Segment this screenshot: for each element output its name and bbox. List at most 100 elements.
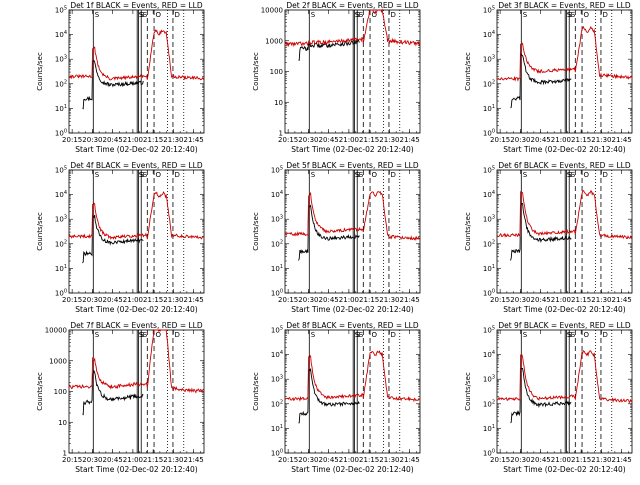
event-marker-label: D	[174, 171, 179, 179]
event-marker-label: D	[174, 11, 179, 19]
events-series-black	[82, 369, 144, 416]
panel-title: Det 2f BLACK = Events, RED = LLD	[286, 1, 419, 10]
x-tick-label: 21:15	[143, 456, 163, 464]
x-tick-label: 21:00	[551, 296, 571, 304]
event-marker-label: D	[602, 11, 607, 19]
y-tick-label: 100	[483, 289, 495, 298]
event-marker-label: O	[372, 11, 378, 19]
x-tick-label: 21:30	[379, 296, 399, 304]
x-tick-label: 20:15	[490, 136, 510, 144]
x-axis-label: Start Time (02-Dec-02 20:12:40)	[291, 305, 413, 314]
events-series-black	[82, 213, 144, 264]
event-marker-label: D	[602, 171, 607, 179]
plot-frame	[68, 169, 205, 294]
y-tick-label: 102	[483, 79, 495, 88]
x-axis-label: Start Time (02-Dec-02 20:12:40)	[503, 145, 625, 154]
event-marker-label: S	[571, 171, 576, 179]
x-tick-label: 20:15	[278, 136, 298, 144]
y-tick-label: 105	[483, 326, 495, 335]
x-tick-label: 21:45	[612, 136, 632, 144]
y-tick-label: 100	[271, 449, 283, 458]
x-tick-label: 20:15	[278, 296, 298, 304]
event-marker-label: O	[372, 171, 378, 179]
panel-title: Det 3f BLACK = Events, RED = LLD	[498, 1, 631, 10]
x-tick-label: 20:45	[531, 136, 551, 144]
x-tick-label: 20:15	[62, 296, 82, 304]
event-marker-label: S	[359, 171, 364, 179]
y-axis-label: Counts/sec	[252, 212, 260, 251]
y-tick-label: 103	[271, 215, 283, 224]
event-marker-label: S	[568, 171, 573, 179]
lld-series-red	[284, 8, 421, 48]
x-tick-label: 21:30	[163, 296, 183, 304]
event-marker-label: S	[143, 331, 148, 339]
event-marker-label: S	[568, 331, 573, 339]
x-tick-label: 21:45	[184, 296, 204, 304]
x-tick-label: 21:15	[571, 136, 591, 144]
plot-frame	[284, 329, 421, 454]
event-marker-label: O	[372, 331, 378, 339]
event-marker-label: S	[95, 11, 100, 19]
x-tick-label: 20:15	[62, 456, 82, 464]
x-tick-label: 20:45	[103, 136, 123, 144]
event-marker-label: S	[140, 11, 145, 19]
y-tick-label: 100	[55, 289, 67, 298]
y-tick-label: 100	[270, 68, 283, 76]
y-tick-label: 102	[271, 399, 283, 408]
y-tick-label: 104	[483, 30, 495, 39]
event-marker-label: S	[359, 11, 364, 19]
event-marker-label: S	[571, 331, 576, 339]
lld-series-red	[497, 189, 632, 240]
event-marker-label: S	[359, 331, 364, 339]
event-marker-label: S	[311, 171, 316, 179]
x-tick-label: 20:45	[319, 296, 339, 304]
x-tick-label: 21:30	[163, 456, 183, 464]
event-marker-label: S	[311, 331, 316, 339]
y-tick-label: 102	[271, 239, 283, 248]
y-tick-label: 104	[271, 190, 283, 199]
event-marker-label: O	[156, 331, 162, 339]
event-marker-label: S	[140, 171, 145, 179]
y-tick-label: 103	[55, 215, 67, 224]
panel-title: Det 7f BLACK = Events, RED = LLD	[70, 321, 203, 330]
x-tick-label: 20:45	[103, 296, 123, 304]
y-tick-label: 100	[483, 129, 495, 138]
x-tick-label: 21:45	[184, 136, 204, 144]
x-tick-label: 20:45	[531, 456, 551, 464]
x-tick-label: 21:15	[359, 136, 379, 144]
y-tick-label: 102	[483, 399, 495, 408]
events-series-black	[298, 39, 360, 61]
event-marker-label: S	[95, 171, 100, 179]
lld-series-red	[496, 25, 633, 82]
y-tick-label: 105	[483, 166, 495, 175]
x-tick-label: 20:30	[510, 136, 530, 144]
y-tick-label: 104	[55, 30, 67, 39]
x-tick-label: 21:15	[571, 296, 591, 304]
y-tick-label: 103	[483, 215, 495, 224]
y-tick-label: 105	[483, 6, 495, 15]
detector-panel: Det 4f BLACK = Events, RED = LLD 100 101 10…	[36, 161, 205, 314]
plot-frame	[496, 169, 633, 294]
y-tick-label: 100	[54, 388, 67, 396]
x-tick-label: 21:45	[612, 296, 632, 304]
x-tick-label: 21:30	[379, 456, 399, 464]
x-tick-label: 21:00	[551, 456, 571, 464]
x-tick-label: 21:00	[123, 456, 143, 464]
events-series-black	[82, 59, 144, 110]
x-axis-label: Start Time (02-Dec-02 20:12:40)	[75, 465, 197, 474]
y-tick-label: 10	[58, 419, 67, 427]
event-marker-label: S	[356, 331, 361, 339]
plot-frame	[284, 169, 421, 294]
x-tick-label: 21:00	[123, 136, 143, 144]
event-marker-label: S	[143, 11, 148, 19]
plot-frame	[496, 9, 633, 134]
detector-panel: Det 9f BLACK = Events, RED = LLD 100 101 10…	[464, 321, 633, 474]
y-axis-label: Counts/sec	[252, 52, 260, 91]
event-marker-label: S	[95, 331, 100, 339]
x-tick-label: 21:30	[591, 296, 611, 304]
y-axis-label: Counts/sec	[464, 372, 472, 411]
panel-title: Det 5f BLACK = Events, RED = LLD	[286, 161, 419, 170]
event-marker-label: D	[390, 11, 395, 19]
event-marker-label: O	[584, 331, 590, 339]
